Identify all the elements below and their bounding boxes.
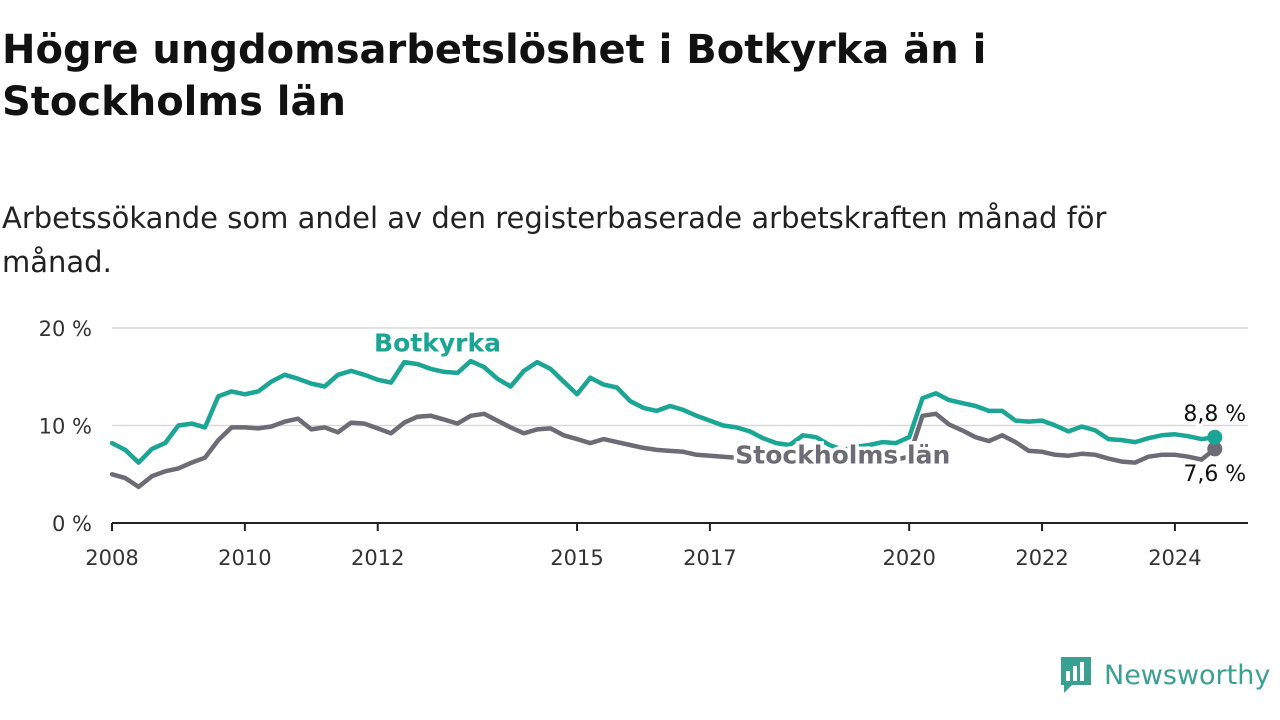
end-value-label-stockholms-lan: 7,6 %	[1183, 462, 1246, 487]
y-tick-label: 20 %	[39, 317, 92, 341]
chart-title: Högre ungdomsarbetslöshet i Botkyrka än …	[2, 27, 987, 125]
series-line-stockholms-lan	[109, 411, 1218, 490]
brand-name: Newsworthy	[1104, 659, 1271, 691]
x-tick-label: 2017	[683, 546, 736, 570]
x-axis: 2008 2010 2012 2015 2017 2020 2022 2024	[85, 522, 1248, 570]
x-tick-label: 2010	[218, 546, 271, 570]
endpoint-dot-botkyrka	[1207, 429, 1223, 445]
series-name-label: Stockholms län	[735, 441, 950, 470]
gridlines: 0 % 10 % 20 %	[39, 317, 1248, 536]
endpoint-dot-stockholms-lan	[1207, 441, 1223, 457]
y-tick-label: 0 %	[52, 512, 92, 536]
chart-labels: 8,8 % 7,6 % Botkyrka Stockholms län	[371, 325, 1250, 490]
x-tick-label: 2015	[550, 546, 603, 570]
x-tick-label: 2008	[85, 546, 138, 570]
x-tick-label: 2024	[1148, 546, 1201, 570]
end-value-label-botkyrka: 8,8 %	[1183, 402, 1246, 427]
x-tick-label: 2020	[882, 546, 935, 570]
x-tick-label: 2022	[1015, 546, 1068, 570]
chart-subtitle: Arbetssökande som andel av den registerb…	[2, 201, 1107, 279]
series-line-botkyrka	[109, 358, 1218, 465]
x-tick-label: 2012	[351, 546, 404, 570]
newsworthy-logo-icon	[1061, 657, 1091, 693]
y-tick-label: 10 %	[39, 415, 92, 439]
series-lines	[109, 358, 1223, 490]
series-name-label: Botkyrka	[374, 328, 501, 357]
brand-logo: Newsworthy	[1058, 654, 1270, 696]
